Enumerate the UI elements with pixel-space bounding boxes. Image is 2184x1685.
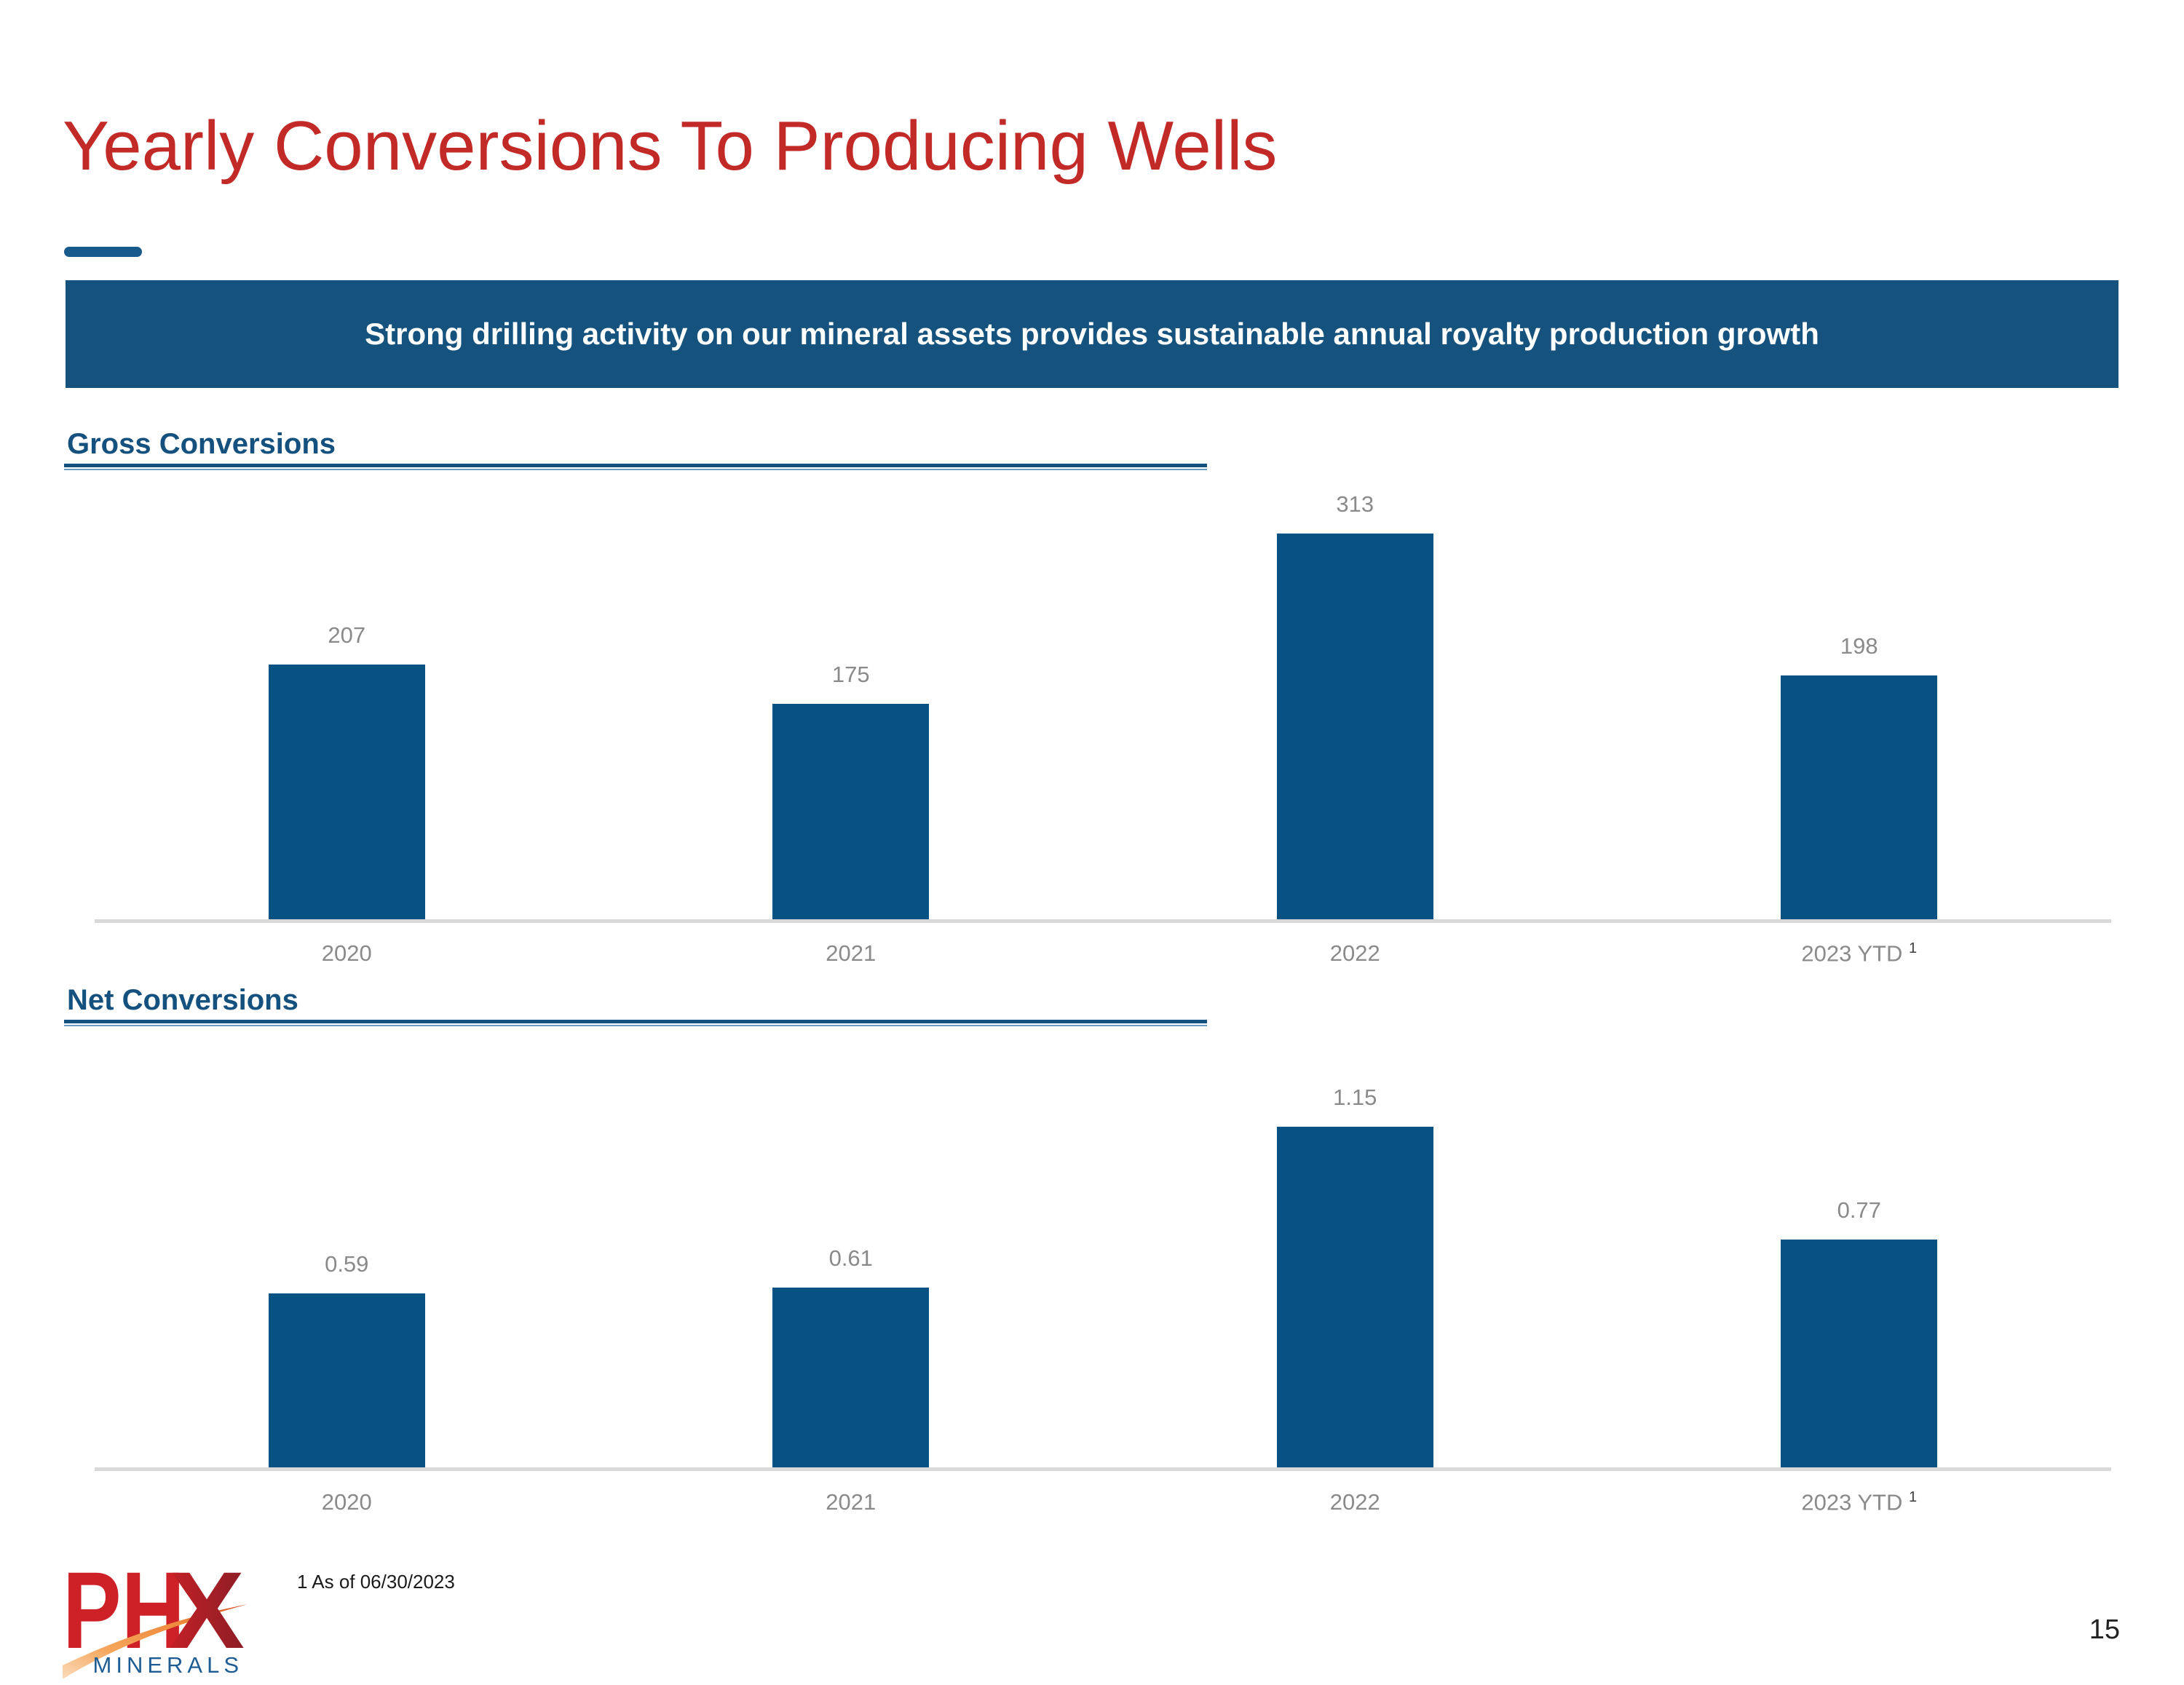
page-number: 15 xyxy=(2089,1614,2120,1645)
bar xyxy=(268,1293,425,1469)
gross-conversions-heading: Gross Conversions xyxy=(67,428,336,460)
bar-value-label: 175 xyxy=(831,662,870,688)
logo-text-ph: PH xyxy=(63,1562,185,1671)
bar-value-label: 0.59 xyxy=(325,1250,369,1277)
bar-value-label: 313 xyxy=(1336,491,1374,517)
gross-chart-axis-line xyxy=(95,919,2111,923)
net-chart-axis-line xyxy=(95,1467,2111,1471)
bar-value-label: 198 xyxy=(1840,633,1878,659)
gross-conversions-chart: 207 175 313 198 xyxy=(95,489,2111,920)
chart-column: 313 xyxy=(1103,491,1607,920)
gross-chart-category-labels: 2020 2021 2022 2023 YTD 1 xyxy=(95,940,2111,967)
bar xyxy=(1781,1240,1938,1469)
chart-column: 207 xyxy=(95,622,599,920)
net-conversions-chart: 0.59 0.61 1.15 0.77 xyxy=(95,1077,2111,1469)
chart-column: 1.15 xyxy=(1103,1085,1607,1469)
chart-column: 0.59 xyxy=(95,1251,599,1469)
category-label: 2021 xyxy=(826,1489,877,1515)
logo-text-x: X xyxy=(169,1562,245,1671)
key-message-banner: Strong drilling activity on our mineral … xyxy=(66,280,2118,388)
gross-heading-underline xyxy=(64,464,1207,470)
chart-column: 0.61 xyxy=(599,1245,1104,1469)
net-heading-underline xyxy=(64,1020,1207,1026)
footnote: 1 As of 06/30/2023 xyxy=(297,1571,455,1593)
bar xyxy=(1276,534,1433,920)
bar-value-label: 0.61 xyxy=(828,1245,873,1271)
underline-thin-line xyxy=(64,469,1207,470)
footnote-marker: 1 xyxy=(1909,1489,1918,1505)
category-label: 2022 xyxy=(1329,1489,1380,1515)
underline-thick-line xyxy=(64,1020,1207,1023)
chart-column: 175 xyxy=(599,662,1104,920)
chart-column: 198 xyxy=(1607,633,2112,920)
category-label: 2023 YTD 1 xyxy=(1801,940,1918,967)
bar xyxy=(268,664,425,920)
bar-value-label: 207 xyxy=(328,622,366,648)
bar xyxy=(772,1287,930,1469)
page-title: Yearly Conversions To Producing Wells xyxy=(63,107,1278,185)
underline-thick-line xyxy=(64,464,1207,467)
title-accent-dash xyxy=(64,247,142,257)
chart-column: 0.77 xyxy=(1607,1197,2112,1469)
phx-minerals-logo-icon: PH X MINERALS xyxy=(63,1562,248,1678)
category-label: 2021 xyxy=(826,940,877,966)
net-chart-category-labels: 2020 2021 2022 2023 YTD 1 xyxy=(95,1489,2111,1515)
category-label: 2020 xyxy=(321,1489,372,1515)
logo-text-minerals: MINERALS xyxy=(93,1652,243,1678)
bar-value-label: 0.77 xyxy=(1837,1197,1881,1224)
bar xyxy=(772,704,930,920)
bar xyxy=(1781,675,1938,920)
category-label: 2023 YTD 1 xyxy=(1801,1489,1918,1515)
bar-value-label: 1.15 xyxy=(1333,1085,1377,1110)
footnote-marker: 1 xyxy=(1909,940,1918,956)
banner-text: Strong drilling activity on our mineral … xyxy=(365,317,1819,351)
bar xyxy=(1276,1127,1433,1469)
underline-thin-line xyxy=(64,1025,1207,1026)
category-label: 2020 xyxy=(321,940,372,966)
net-conversions-heading: Net Conversions xyxy=(67,984,298,1016)
category-label: 2022 xyxy=(1329,940,1380,966)
